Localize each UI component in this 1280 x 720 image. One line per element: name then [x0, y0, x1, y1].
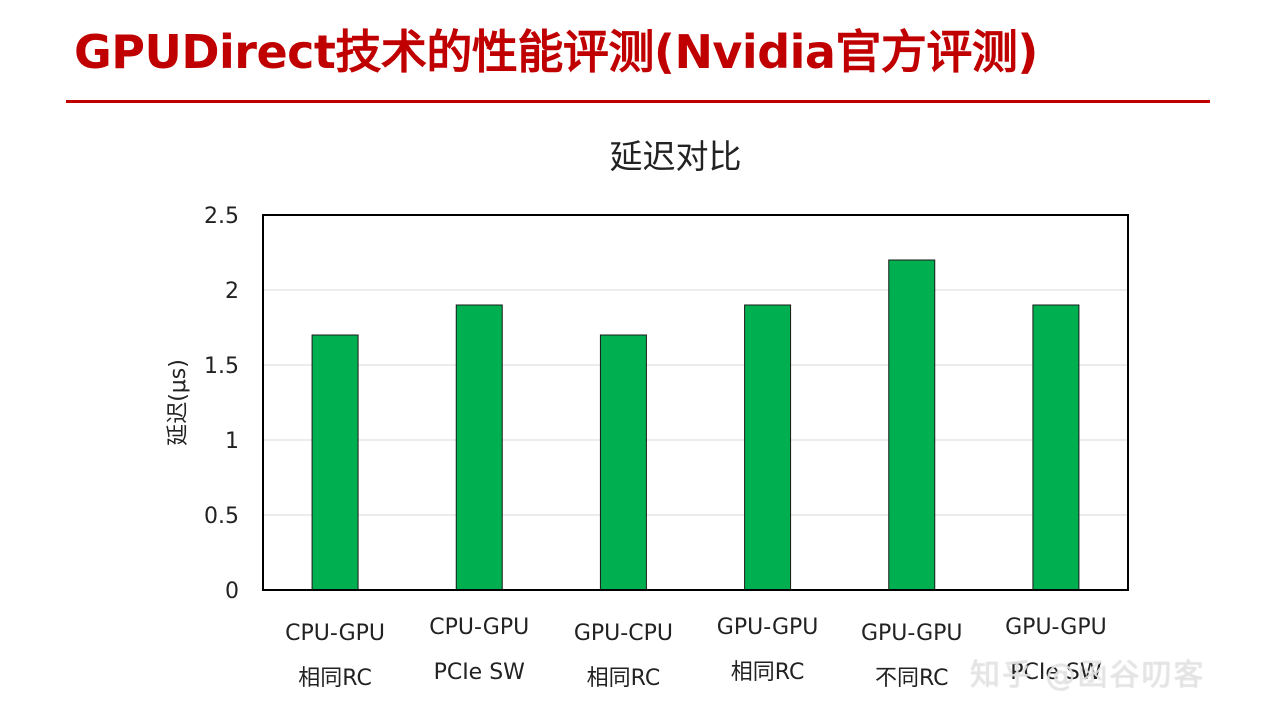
bar: [744, 304, 792, 591]
x-category-label: 不同RC: [875, 666, 949, 691]
y-tick-label: 0.5: [204, 504, 239, 529]
chart-title: 延迟对比: [610, 137, 742, 176]
x-category-label: CPU-GPU: [429, 615, 529, 640]
y-axis-label: 延迟(μs): [166, 359, 191, 446]
title-divider: [66, 100, 1210, 103]
slide-title: GPUDirect技术的性能评测(Nvidia官方评测): [74, 25, 1038, 79]
y-tick-label: 2: [225, 279, 239, 304]
x-category-label: 相同RC: [298, 666, 372, 691]
y-tick-label: 2.5: [204, 204, 239, 229]
bar: [888, 259, 936, 591]
x-category-label: CPU-GPU: [285, 621, 385, 646]
bar: [1032, 304, 1080, 591]
y-tick-label: 0: [225, 579, 239, 604]
x-category-label: PCIe SW: [434, 660, 526, 685]
x-category-label: GPU-CPU: [574, 621, 673, 646]
x-category-label: 相同RC: [587, 666, 661, 691]
bar: [599, 334, 647, 591]
bar: [455, 304, 503, 591]
x-category-label: GPU-GPU: [1005, 615, 1107, 640]
bar: [311, 334, 359, 591]
watermark: 知乎 @函谷叨客: [970, 658, 1206, 693]
plot-frame: [262, 214, 1129, 591]
x-category-label: GPU-GPU: [717, 615, 819, 640]
x-category-label: 相同RC: [731, 660, 805, 685]
x-category-label: PCIe SW: [1010, 660, 1102, 685]
x-category-label: GPU-GPU: [861, 621, 963, 646]
y-tick-label: 1: [225, 429, 239, 454]
y-tick-label: 1.5: [204, 354, 239, 379]
